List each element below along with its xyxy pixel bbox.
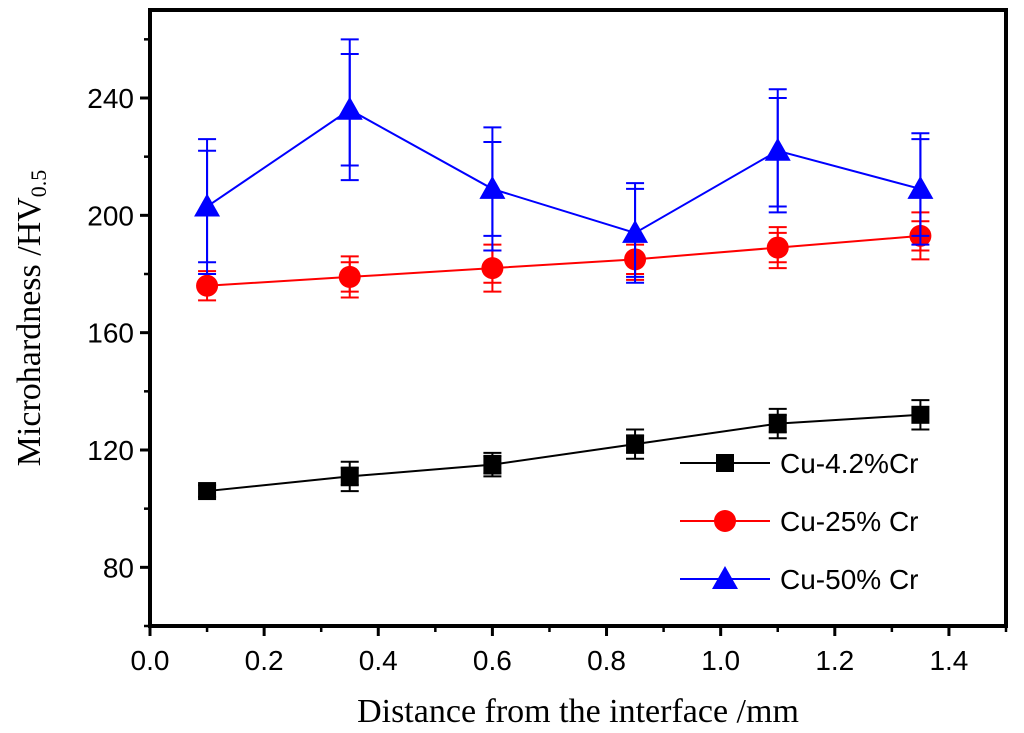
data-point — [338, 265, 361, 288]
legend-marker — [714, 510, 736, 532]
x-tick-label: 0.0 — [131, 645, 170, 676]
legend-item: Cu-25% Cr — [680, 506, 918, 537]
x-tick-label: 0.4 — [359, 645, 398, 676]
data-point — [336, 96, 363, 120]
series-1 — [198, 399, 930, 501]
legend-marker — [712, 566, 738, 589]
legend-item: Cu-50% Cr — [680, 564, 918, 595]
data-point — [766, 236, 789, 259]
series-layer — [194, 38, 934, 501]
series-line — [206, 108, 921, 235]
data-point — [194, 193, 221, 217]
data-point — [483, 455, 502, 474]
legend-label: Cu-4.2%Cr — [780, 448, 918, 479]
x-tick-label: 0.6 — [473, 645, 512, 676]
y-tick-label: 160 — [87, 318, 134, 349]
legend-item: Cu-4.2%Cr — [680, 448, 918, 479]
data-point — [479, 175, 506, 199]
y-tick-label: 120 — [87, 435, 134, 466]
x-tick-label: 1.2 — [815, 645, 854, 676]
y-axis-title-main: Microhardness /HV — [11, 197, 48, 467]
y-tick-label: 80 — [103, 552, 134, 583]
legend-label: Cu-25% Cr — [780, 506, 918, 537]
data-point — [764, 137, 791, 161]
data-point — [907, 175, 934, 199]
y-axis-title-subscript: 0.5 — [26, 170, 51, 198]
plot-frame — [148, 8, 1008, 628]
x-tick-label: 0.2 — [245, 645, 284, 676]
y-tick-label: 240 — [87, 83, 134, 114]
series-2 — [196, 211, 932, 302]
data-point — [622, 219, 649, 243]
x-axis-title: Distance from the interface /mm — [357, 693, 799, 730]
data-point — [198, 482, 217, 501]
legend-label: Cu-50% Cr — [780, 564, 918, 595]
axis-ticks: 0.0 0.2 0.4 0.6 0.8 1.0 1.2 1.4 80 120 160 200 240 — [87, 38, 1008, 676]
data-point — [911, 405, 930, 424]
x-tick-label: 1.4 — [929, 645, 968, 676]
x-tick-label: 0.8 — [587, 645, 626, 676]
legend-marker — [716, 454, 734, 472]
data-point — [481, 257, 504, 280]
data-point — [768, 414, 787, 433]
series-line — [207, 234, 921, 287]
y-tick-label: 200 — [87, 200, 134, 231]
series-3 — [194, 38, 934, 284]
x-tick-label: 1.0 — [701, 645, 740, 676]
data-point — [626, 435, 645, 454]
legend: Cu-4.2%Cr Cu-25% Cr Cu-50% Cr — [680, 448, 918, 595]
y-axis-title: Microhardness /HV0.5 — [11, 170, 51, 467]
data-point — [340, 467, 359, 486]
series-line — [206, 413, 921, 493]
data-point — [196, 274, 219, 297]
